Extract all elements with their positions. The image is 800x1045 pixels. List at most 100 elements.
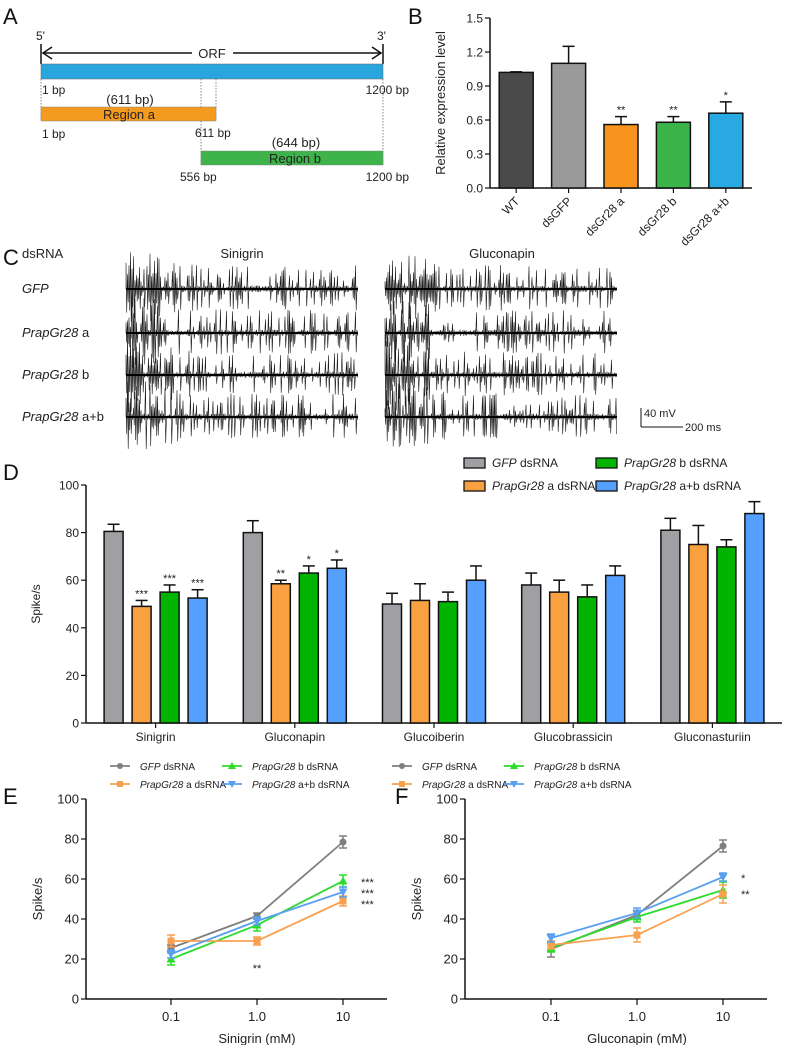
region-b-bar [200,150,384,166]
x-tick-label-glucobrassicin: Glucobrassicin [534,730,613,744]
x-tick-label-gluconasturiin: Gluconasturiin [674,730,751,744]
significance-label: *** [191,578,205,590]
significance-label: *** [361,877,375,889]
bar-dsgfp [550,62,587,189]
bar-glucoiberin-s3 [465,579,487,724]
region-b-end-label: 1200 bp [366,170,410,184]
data-point-s0-2 [339,838,347,846]
spike-trace-r2-c1 [384,333,617,413]
bar-sinigrin-s2 [159,591,180,724]
bar-gluconasturiin-s0 [660,529,681,724]
y-tick-label: 0 [72,717,79,731]
panel-e-sinigrin-dose-response: 0 20 40 60 80 100 Spike/s 0.1 1.0 10 Sinigrin (mM)… [30,762,387,1045]
x-tick-label-gluconapin: Gluconapin [264,730,325,744]
legend-label-0: GFP dsRNA [492,456,558,470]
y-tick-label: 20 [65,952,79,967]
y-tick-label: 100 [436,792,458,807]
x-tick-label: 0.1 [162,1009,180,1024]
y-tick-label: 40 [444,912,458,927]
y-axis-label: Spike/s [29,584,43,623]
significance-label: *** [361,899,375,911]
legend-swatch-3 [595,480,618,492]
bar-sinigrin-s3 [187,597,208,724]
panel-c-spike-traces: dsRNA Sinigrin Gluconapin GFP PrapGr28 a P… [22,246,722,450]
data-point-s2-0 [547,941,555,949]
x-axis-label: Gluconapin (mM) [587,1031,687,1045]
region-a-bar [40,106,217,122]
x-tick-label: 1.0 [248,1009,266,1024]
legend-swatch-1 [463,480,486,492]
legend-label-0: GFP dsRNA [422,762,477,773]
panel-label-a: A [3,4,18,29]
bar-gluconapin-s0 [242,531,264,724]
x-tick-label-sinigrin: Sinigrin [136,730,176,744]
bar-sinigrin-s1 [131,605,152,724]
bar-gluconapin-s3 [326,567,348,724]
legend-label-0: GFP dsRNA [140,762,195,773]
x-tick-label: 10 [716,1009,730,1024]
bar-glucoiberin-s2 [437,600,459,724]
legend-swatch-2 [595,457,618,469]
y-tick-label: 60 [66,574,80,588]
y-axis-label: Spike/s [409,877,424,920]
panel-f-gluconapin-dose-response: 0 20 40 60 80 100 Spike/s 0.1 1.0 10 Gluconapin (m… [392,762,767,1045]
y-tick-label: 0.6 [466,114,483,128]
y-tick-label: 100 [59,479,79,493]
legend-label-1: PrapGr28 a dsRNA [492,479,595,493]
orf-start-label: 1 bp [42,83,66,97]
bar-gluconasturiin-s3 [744,512,765,724]
y-axis-label: Relative expression level [433,31,448,175]
dsrna-header: dsRNA [22,246,64,261]
scale-bar-time-label: 200 ms [685,422,722,434]
legend-label-1: PrapGr28 b dsRNA [534,762,620,773]
y-tick-label: 0.3 [466,148,483,162]
orf-end-label: 1200 bp [366,83,410,97]
legend-marker-2 [117,781,123,787]
orf-arrowhead-left [41,46,53,60]
data-point-s2-2 [339,897,347,905]
significance-label: * [741,873,746,885]
y-axis-label: Spike/s [30,877,45,920]
legend-marker-2 [399,781,405,787]
panel-b-expression-chart: 0.0 0.3 0.6 0.9 1.2 1.5 Relative expression le… [433,12,752,249]
significance-label: ** [253,963,262,975]
legend-marker-1 [228,762,236,769]
bar-gluconapin-s1 [270,583,292,724]
y-tick-label: 60 [65,872,79,887]
bar-dsgr28-a [603,123,639,189]
data-point-s2-2 [719,890,727,898]
y-tick-label: 20 [444,952,458,967]
y-tick-label: 40 [65,912,79,927]
significance-label: ** [277,568,286,580]
x-tick-label-glucoiberin: Glucoiberin [404,730,465,744]
spike-trace-r2-c0 [125,333,358,413]
y-tick-label: 0 [72,992,79,1007]
spike-trace-r1-c1 [384,300,617,363]
bar-sinigrin-s0 [103,530,124,724]
spike-trace-r1-c0 [125,294,358,368]
y-tick-label: 0.9 [466,80,483,94]
panel-label-c: C [3,245,19,270]
bar-gluconasturiin-s1 [688,543,709,724]
x-tick-label: 10 [336,1009,350,1024]
five-prime-label: 5' [36,29,45,43]
legend-label-2: PrapGr28 a dsRNA [140,780,226,791]
data-point-s2-0 [167,937,175,945]
significance-label: ** [617,105,626,117]
bar-gluconasturiin-s2 [716,546,737,724]
legend-label-3: PrapGr28 a+b dsRNA [252,780,350,791]
y-tick-label: 40 [66,621,80,635]
legend-label-3: PrapGr28 a+b dsRNA [624,479,741,493]
data-point-s0-2 [719,842,727,850]
x-tick-label-dsgr28-a: dsGr28 a [582,194,627,239]
region-a-start-label: 1 bp [42,127,66,141]
bar-dsgr28-a-b [708,112,744,189]
legend-marker-1 [510,762,518,769]
trace-row-label-2: PrapGr28 b [22,367,89,382]
legend-marker-3 [510,781,518,788]
panel-a-gene-diagram: 5' 3' ORF 1 bp 1200 bp (611 bp) Region a… [36,29,409,184]
legend-label-2: PrapGr28 a dsRNA [422,780,508,791]
three-prime-label: 3' [377,29,386,43]
y-tick-label: 80 [66,526,80,540]
panel-label-b: B [408,4,423,29]
